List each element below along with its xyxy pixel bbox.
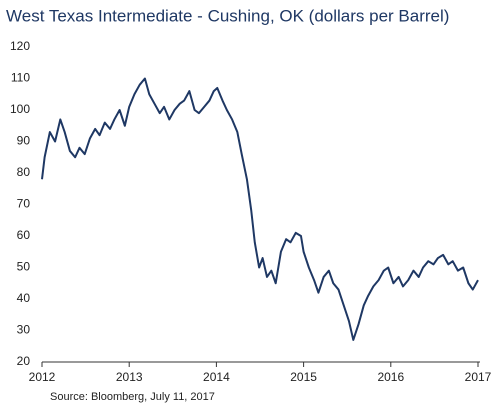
y-tick-label: 30	[17, 323, 31, 337]
x-tick-label: 2017	[465, 370, 492, 384]
x-tick-label: 2016	[377, 370, 404, 384]
y-tick-label: 80	[17, 165, 31, 179]
y-tick-label: 120	[10, 39, 30, 53]
y-tick-label: 100	[10, 102, 30, 116]
x-tick-label: 2015	[290, 370, 317, 384]
y-tick-label: 20	[17, 354, 31, 368]
price-line	[41, 77, 479, 341]
x-tick-label: 2012	[29, 370, 56, 384]
y-tick-label: 70	[17, 197, 31, 211]
y-tick-label: 90	[17, 134, 31, 148]
y-tick-label: 40	[17, 291, 31, 305]
y-tick-label: 110	[11, 71, 30, 85]
x-tick-label: 2014	[203, 370, 230, 384]
x-tick-label: 2013	[116, 370, 143, 384]
chart-title: West Texas Intermediate - Cushing, OK (d…	[6, 6, 449, 25]
source-note: Source: Bloomberg, July 11, 2017	[50, 391, 215, 403]
y-tick-label: 60	[17, 228, 31, 242]
y-tick-label: 50	[17, 260, 31, 274]
